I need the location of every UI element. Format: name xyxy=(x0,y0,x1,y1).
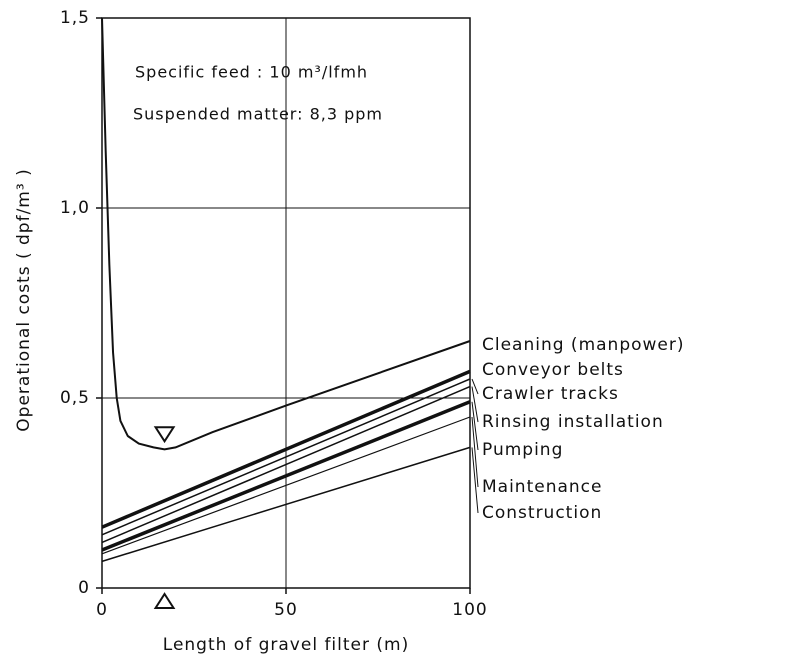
series-label: Conveyor belts xyxy=(482,360,624,380)
series-line xyxy=(101,385,471,544)
series-label: Crawler tracks xyxy=(482,384,619,404)
y-tick-label: 0,5 xyxy=(60,388,90,408)
series-line xyxy=(101,446,471,563)
series-line xyxy=(101,400,471,552)
series-line xyxy=(101,369,471,529)
leader-line xyxy=(471,386,479,423)
y-axis-label: Operational costs ( dpf/m³ ) xyxy=(14,168,34,431)
x-tick-label: 100 xyxy=(452,600,487,620)
series-label: Construction xyxy=(482,503,602,523)
series-label: Cleaning (manpower) xyxy=(482,335,685,355)
y-tick-label: 1,5 xyxy=(60,8,90,28)
annotation: Suspended matter: 8,3 ppm xyxy=(133,105,383,124)
leader-line xyxy=(471,447,479,514)
leader-line xyxy=(471,416,479,488)
y-tick-label: 1,0 xyxy=(60,198,90,218)
series-label: Maintenance xyxy=(482,477,602,497)
x-tick-label: 50 xyxy=(274,600,298,620)
optimum-marker xyxy=(153,592,176,609)
optimum-marker xyxy=(153,426,176,444)
series-label: Pumping xyxy=(482,440,563,460)
x-tick-label: 0 xyxy=(96,600,108,620)
leader-line xyxy=(471,378,479,395)
series-line xyxy=(101,17,471,451)
series-line xyxy=(101,378,471,536)
series-line xyxy=(101,416,471,555)
series-label: Rinsing installation xyxy=(482,412,664,432)
leader-line xyxy=(471,401,479,451)
annotation: Specific feed : 10 m³/lfmh xyxy=(135,63,368,82)
x-axis-label: Length of gravel filter (m) xyxy=(163,635,409,655)
y-tick-label: 0 xyxy=(78,578,90,598)
